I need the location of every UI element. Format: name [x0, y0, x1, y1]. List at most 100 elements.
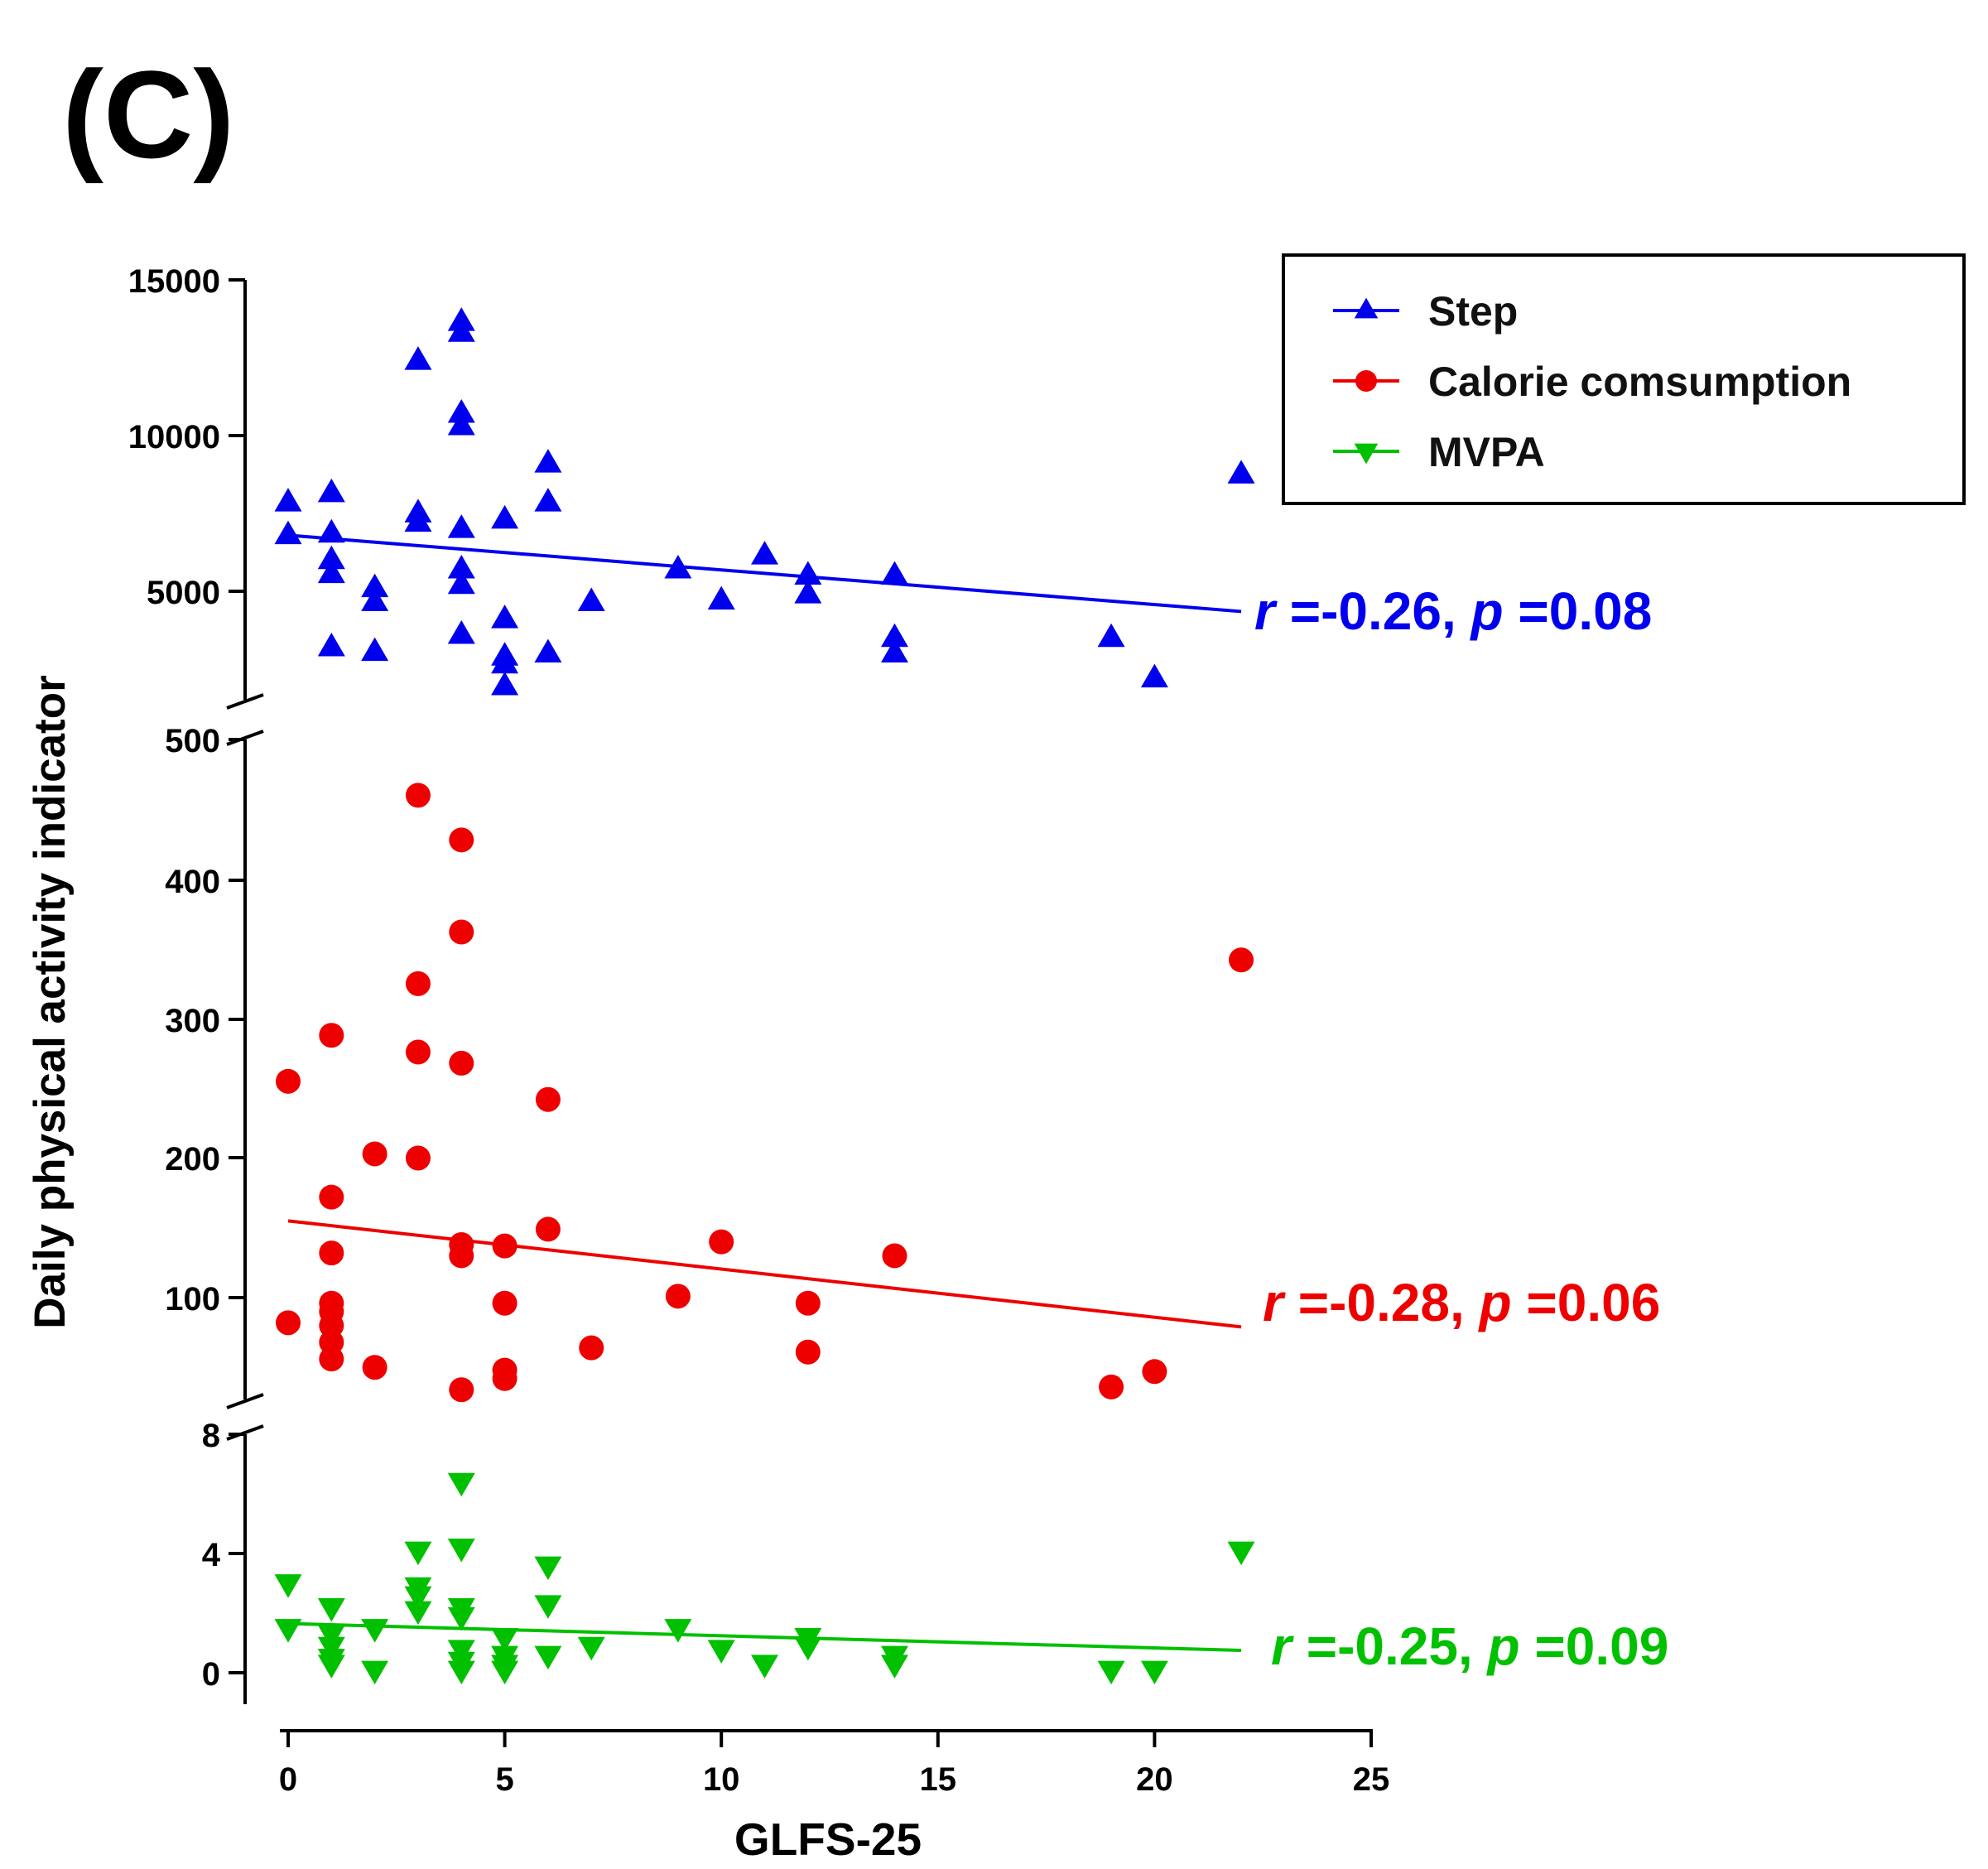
- data-point-step: [491, 672, 519, 696]
- data-point-mvpa: [794, 1636, 822, 1661]
- data-point-mvpa: [404, 1601, 432, 1626]
- data-point-calorie: [319, 1346, 344, 1372]
- data-point-mvpa: [491, 1627, 519, 1652]
- data-point-mvpa: [317, 1655, 345, 1679]
- data-point-step: [447, 412, 475, 436]
- data-point-calorie: [1142, 1359, 1167, 1385]
- data-point-step: [880, 561, 908, 585]
- data-point-calorie: [449, 919, 474, 945]
- legend-label-calorie: Calorie comsumption: [1428, 359, 1851, 405]
- x-tick-label: 0: [279, 1761, 297, 1798]
- data-point-calorie: [492, 1366, 517, 1391]
- data-point-mvpa: [1140, 1660, 1168, 1685]
- y-tick-label: 5000: [147, 575, 220, 611]
- data-point-step: [751, 541, 779, 565]
- y-tick-label: 300: [165, 1003, 220, 1039]
- trend-line-calorie: [287, 1219, 1242, 1329]
- legend-label-mvpa: MVPA: [1428, 429, 1545, 475]
- legend: Step Calorie comsumption MVPA: [1282, 253, 1966, 505]
- data-point-step: [1140, 663, 1168, 688]
- data-point-mvpa: [577, 1636, 605, 1661]
- data-point-mvpa: [534, 1556, 562, 1581]
- data-point-step: [794, 561, 822, 585]
- data-point-mvpa: [534, 1595, 562, 1619]
- data-point-calorie: [449, 827, 474, 853]
- y-tick-label: 8: [202, 1418, 220, 1454]
- correlation-annotations: r =-0.26, p =0.08r =-0.28, p =0.06r =-0.…: [1254, 581, 1668, 1676]
- data-point-mvpa: [317, 1636, 345, 1661]
- p-label: p: [1470, 581, 1504, 641]
- data-point-mvpa: [361, 1619, 389, 1643]
- data-point-step: [317, 478, 345, 503]
- y-tick-label: 0: [202, 1656, 220, 1693]
- data-point-step: [534, 488, 562, 512]
- data-point-mvpa: [361, 1660, 389, 1685]
- data-point-mvpa: [317, 1625, 345, 1649]
- trend-lines: [287, 533, 1242, 1652]
- legend-label-step: Step: [1428, 288, 1518, 335]
- p-label: p: [1478, 1273, 1512, 1332]
- data-point-mvpa: [404, 1586, 432, 1611]
- data-point-calorie: [405, 1145, 431, 1171]
- data-point-mvpa: [447, 1640, 475, 1664]
- r-value: =-0.25,: [1292, 1616, 1488, 1676]
- data-point-step: [447, 318, 475, 342]
- data-point-calorie: [319, 1023, 344, 1048]
- data-point-mvpa: [447, 1660, 475, 1685]
- panel-label: (C): [62, 45, 234, 184]
- data-point-calorie: [579, 1335, 604, 1361]
- r-value: =-0.28,: [1283, 1273, 1480, 1332]
- data-point-mvpa: [707, 1640, 735, 1664]
- data-point-step: [491, 504, 519, 529]
- data-point-calorie: [362, 1141, 387, 1167]
- data-point-mvpa: [447, 1472, 475, 1497]
- p-value: =0.08: [1504, 581, 1653, 641]
- data-point-step: [447, 514, 475, 538]
- data-point-calorie: [535, 1086, 561, 1112]
- data-point-calorie: [405, 1039, 431, 1065]
- data-point-calorie: [535, 1216, 561, 1242]
- data-point-calorie: [276, 1068, 301, 1094]
- data-point-step: [317, 559, 345, 584]
- y-tick-label: 200: [165, 1141, 220, 1178]
- data-point-mvpa: [491, 1660, 519, 1685]
- x-tick-label: 10: [703, 1761, 740, 1798]
- p-value: =0.06: [1512, 1273, 1661, 1332]
- x-tick-label: 20: [1136, 1761, 1173, 1798]
- data-point-calorie: [795, 1339, 821, 1365]
- data-point-mvpa: [664, 1619, 692, 1643]
- y-tick-label: 100: [165, 1281, 220, 1317]
- data-point-calorie: [449, 1050, 474, 1076]
- legend-marker-mvpa: [1354, 443, 1379, 465]
- data-point-calorie: [492, 1290, 517, 1316]
- data-point-step: [447, 619, 475, 644]
- data-point-calorie: [449, 1377, 474, 1403]
- data-point-step: [491, 649, 519, 674]
- data-point-calorie: [882, 1243, 907, 1269]
- p-label: p: [1486, 1616, 1520, 1676]
- data-point-step: [534, 449, 562, 473]
- data-point-calorie: [319, 1184, 344, 1210]
- data-point-calorie: [1099, 1374, 1124, 1399]
- correlation-annotation-calorie: r =-0.28, p =0.06: [1263, 1273, 1660, 1332]
- p-value: =0.09: [1520, 1616, 1669, 1676]
- data-point-step: [664, 555, 692, 579]
- x-tick-label: 25: [1353, 1761, 1390, 1798]
- data-point-mvpa: [274, 1574, 302, 1598]
- r-label: r: [1263, 1273, 1286, 1332]
- data-point-calorie: [276, 1310, 301, 1336]
- data-point-calorie: [449, 1243, 474, 1269]
- x-tick-label: 15: [920, 1761, 957, 1798]
- data-point-step: [361, 573, 389, 598]
- data-point-mvpa: [317, 1597, 345, 1622]
- data-point-calorie: [405, 783, 431, 808]
- correlation-annotation-step: r =-0.26, p =0.08: [1254, 581, 1652, 641]
- correlation-annotation-mvpa: r =-0.25, p =0.09: [1271, 1616, 1668, 1676]
- axis-break-mark: [226, 1424, 264, 1441]
- data-point-mvpa: [447, 1538, 475, 1563]
- trend-line-step: [287, 533, 1242, 614]
- data-point-calorie: [319, 1240, 344, 1266]
- axis-break-mark: [226, 693, 264, 710]
- data-point-step: [447, 555, 475, 579]
